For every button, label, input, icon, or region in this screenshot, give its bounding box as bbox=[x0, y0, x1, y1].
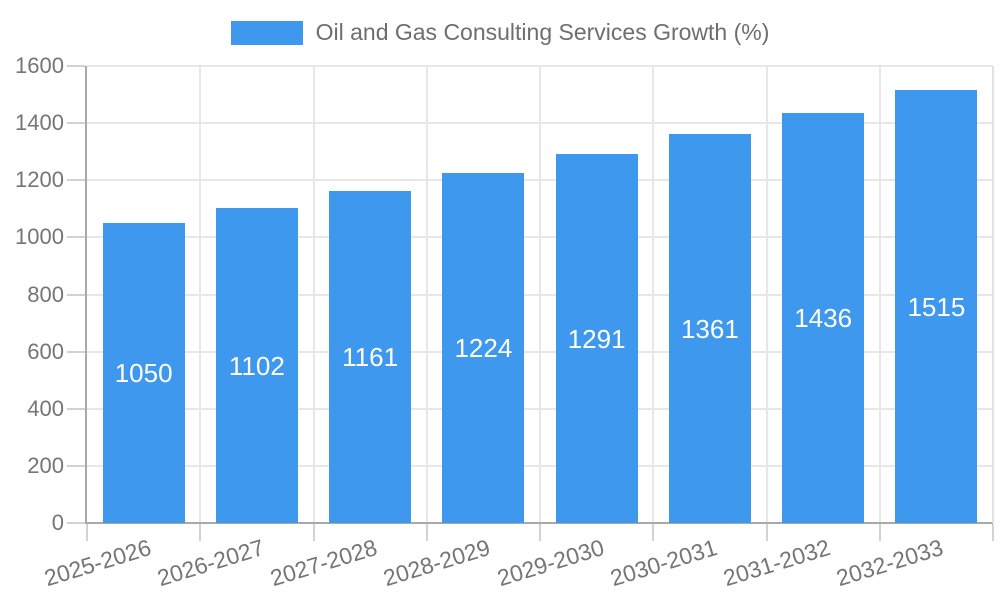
y-tick-mark bbox=[67, 293, 85, 296]
bar: 1224 bbox=[442, 173, 525, 523]
bar-value-label: 1161 bbox=[342, 342, 399, 373]
bar: 1291 bbox=[555, 154, 638, 523]
x-tick-mark bbox=[312, 524, 315, 541]
x-tick-label: 2028-2029 bbox=[380, 534, 494, 592]
y-axis-line bbox=[85, 66, 87, 523]
y-tick-mark bbox=[67, 122, 85, 125]
gridline-vertical bbox=[312, 66, 315, 523]
y-tick-label: 600 bbox=[27, 338, 64, 364]
y-tick-mark bbox=[67, 179, 85, 182]
bar-value-label: 1050 bbox=[114, 358, 173, 389]
gridline-vertical bbox=[878, 66, 881, 523]
right-border-line bbox=[992, 66, 994, 523]
y-tick-label: 400 bbox=[27, 395, 64, 421]
x-axis-line bbox=[85, 522, 993, 524]
x-tick-mark bbox=[652, 524, 655, 541]
x-tick-label: 2025-2026 bbox=[40, 534, 154, 592]
bar: 1102 bbox=[215, 208, 298, 523]
bar: 1361 bbox=[668, 134, 751, 523]
gridline-vertical bbox=[199, 66, 202, 523]
y-tick-mark bbox=[67, 464, 85, 467]
bar-value-label: 1436 bbox=[794, 302, 853, 333]
gridline-vertical bbox=[765, 66, 768, 523]
bar-value-label: 1361 bbox=[680, 313, 739, 344]
bar: 1515 bbox=[895, 90, 978, 523]
x-tick-label: 2026-2027 bbox=[154, 534, 267, 592]
bar: 1161 bbox=[329, 191, 412, 523]
x-tick-label: 2027-2028 bbox=[267, 534, 381, 592]
y-tick-label: 200 bbox=[27, 452, 64, 478]
bar: 1436 bbox=[782, 112, 865, 523]
x-tick-mark bbox=[765, 524, 768, 541]
y-tick-mark bbox=[67, 350, 85, 353]
y-tick-mark bbox=[67, 236, 85, 239]
x-tick-mark bbox=[539, 524, 541, 541]
x-tick-mark bbox=[992, 524, 994, 541]
bar: 1050 bbox=[102, 223, 185, 523]
x-tick-label: 2029-2030 bbox=[493, 534, 607, 592]
y-tick-label: 0 bbox=[51, 510, 64, 535]
x-tick-mark bbox=[878, 524, 881, 541]
gridline-vertical bbox=[652, 66, 655, 523]
legend-label: Oil and Gas Consulting Services Growth (… bbox=[315, 19, 770, 45]
legend-swatch bbox=[230, 20, 303, 45]
y-tick-mark bbox=[67, 522, 85, 524]
x-tick-label: 2031-2032 bbox=[720, 534, 834, 592]
x-tick-label: 2030-2031 bbox=[607, 534, 720, 592]
gridline-vertical bbox=[539, 66, 541, 523]
y-tick-label: 1200 bbox=[15, 167, 64, 193]
gridline-vertical bbox=[425, 66, 428, 523]
y-tick-label: 800 bbox=[27, 281, 64, 307]
x-tick-label: 2032-2033 bbox=[833, 534, 947, 592]
bar-value-label: 1224 bbox=[454, 333, 513, 364]
bar-value-label: 1291 bbox=[567, 323, 626, 354]
y-tick-label: 1600 bbox=[15, 53, 64, 78]
bar-value-label: 1515 bbox=[907, 291, 966, 322]
x-tick-mark bbox=[86, 524, 88, 541]
y-tick-label: 1400 bbox=[15, 110, 64, 136]
legend: Oil and Gas Consulting Services Growth (… bbox=[0, 19, 1000, 46]
x-tick-mark bbox=[425, 524, 428, 541]
bar-value-label: 1102 bbox=[228, 350, 285, 381]
y-tick-label: 1000 bbox=[15, 224, 64, 250]
x-tick-mark bbox=[199, 524, 202, 541]
y-tick-mark bbox=[67, 407, 85, 410]
y-tick-mark bbox=[67, 65, 85, 67]
